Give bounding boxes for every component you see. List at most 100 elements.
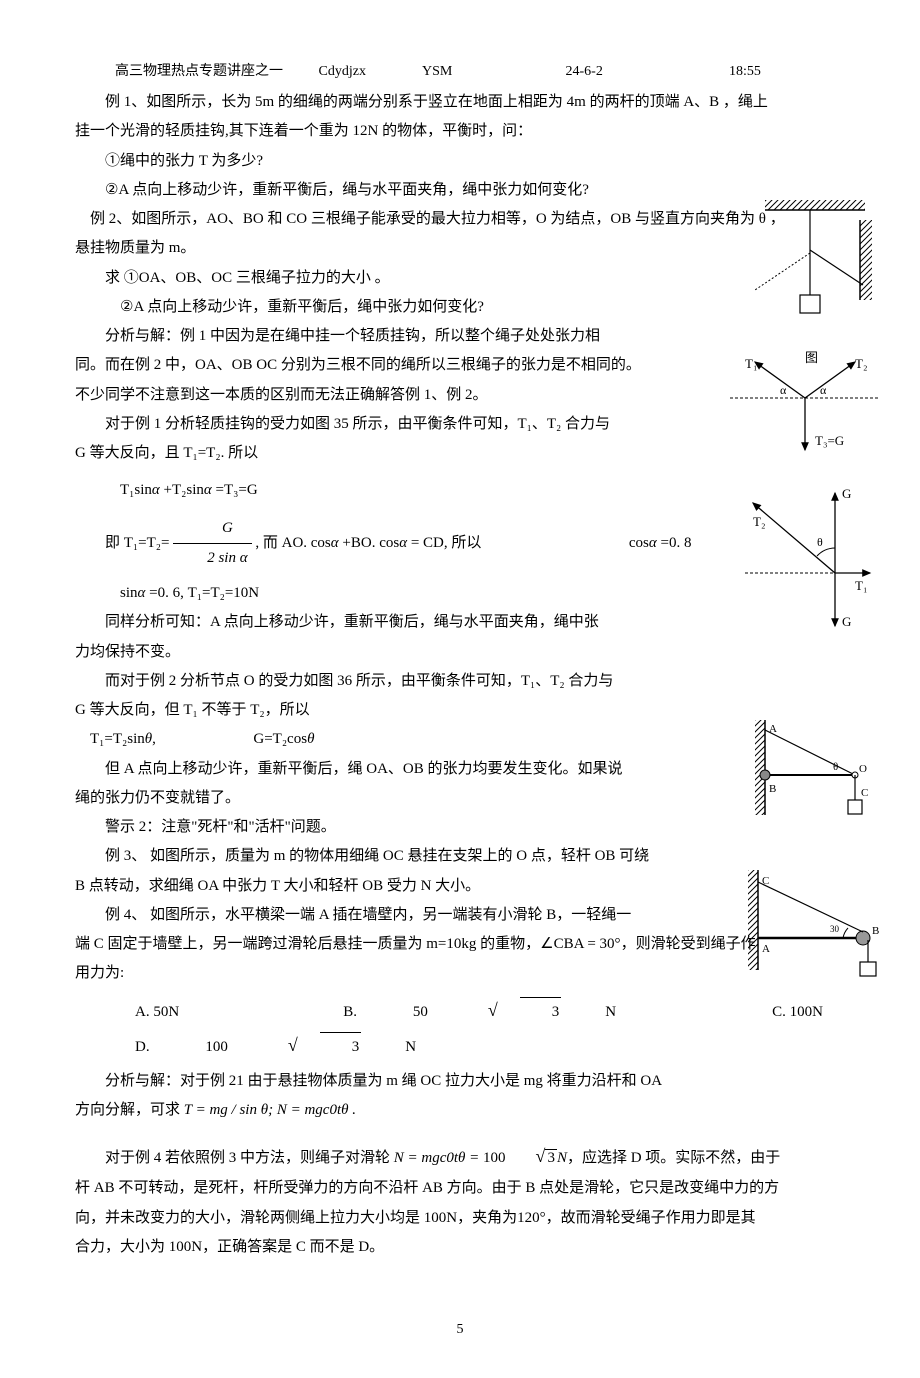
B4-label: B	[872, 925, 879, 937]
header-author: YSM	[422, 64, 562, 80]
ex1-q1: ①绳中的张力 T 为多少?	[75, 147, 845, 176]
ana-l11: 绳的张力仍不变就错了。	[75, 784, 845, 813]
O-label: O	[859, 763, 867, 775]
header-title: 高三物理热点专题讲座之一	[115, 60, 315, 80]
alpha2-label: α	[820, 383, 827, 397]
ex1-q2: ②A 点向上移动少许，重新平衡后，绳与水平面夹角，绳中张力如何变化?	[75, 176, 845, 205]
alpha-4: α	[399, 535, 407, 551]
figure-ex4: C A B 30	[748, 870, 888, 990]
figure-ex3: A B O θ C	[755, 720, 885, 830]
alpha1-label: α	[780, 383, 787, 397]
B-label: B	[769, 783, 776, 795]
eq1-mid: +T₂sin	[160, 482, 204, 498]
eq3-post: =0. 6, T₁=T₂=10N	[145, 585, 259, 601]
ex1-lead: 例 1、如图所示，长为 5m 的细绳的两端分别系于竖立在地面上相距为 4m 的两…	[75, 88, 845, 117]
opt-c: C. 100N	[742, 998, 823, 1027]
ex4-ana5-ang: 120°	[517, 1210, 546, 1226]
frac-den: 2 sin α	[173, 544, 251, 573]
C-label: C	[861, 787, 868, 799]
eq2-mid: , 而 AO. cos	[255, 535, 330, 551]
eq3-pre: sin	[120, 585, 138, 601]
A-label: A	[769, 723, 777, 735]
ex1-line2: 挂一个光滑的轻质挂钩,其下连着一个重为 12N 的物体，平衡时，问：	[75, 117, 845, 146]
opt-b-val: 50√3N	[383, 993, 616, 1028]
alpha-1: α	[152, 482, 160, 498]
opt-d-val: 100√3N	[175, 1028, 416, 1063]
ex4-ana6: 合力，大小为 100N，正确答案是 C 而不是 D。	[75, 1233, 845, 1262]
ex4-ana3-eq: N = mgc0tθ = 100√3N	[394, 1150, 567, 1166]
ex4-line2: 端 C 固定于墙壁上，另一端跨过滑轮后悬挂一质量为 m=10kg 的重物，∠CB…	[75, 930, 845, 959]
ex2-lead: 例 2、如图所示，AO、BO 和 CO 三根绳子能承受的最大拉力相等，O 为结点…	[75, 205, 845, 234]
figure-ex2-setup	[735, 195, 885, 335]
ex4-ana5b: ，故而滑轮受绳子作用力即是其	[546, 1210, 756, 1226]
ex4-ana3b: ，应选择 D 项。实际不然，由于	[567, 1150, 780, 1166]
ang30-label: 30	[830, 924, 840, 934]
ex4-l2a: 端 C 固定于墙壁上，另一端跨过滑轮后悬挂一质量为 m=10kg 的重物，	[75, 936, 540, 952]
ana-l1: 分析与解：例 1 中因为是在绳中挂一个轻质挂钩，所以整个绳子处处张力相	[75, 322, 845, 351]
ana-l9: G 等大反向，但 T₁ 不等于 T₂，所以	[75, 696, 845, 725]
ex2-q1: 求 ①OA、OB、OC 三根绳子拉力的大小 。	[75, 264, 845, 293]
ex4-lead: 例 4、 如图所示，水平横梁一端 A 插在墙壁内，另一端装有小滑轮 B，一轻绳一	[75, 901, 845, 930]
ex3-lead: 例 3、 如图所示，质量为 m 的物体用细绳 OC 悬挂在支架上的 O 点，轻杆…	[75, 842, 845, 871]
eq2-lead: 即 T₁=T₂=	[105, 535, 173, 551]
ex4-ana5: 向，并未改变力的大小，滑轮两侧绳上拉力大小均是 100N，夹角为120°，故而滑…	[75, 1204, 845, 1233]
fraction: G 2 sin α	[173, 514, 251, 574]
opt-b-lbl: B.	[313, 998, 357, 1027]
ana-warn: 警示 2：注意"死杆"和"活杆"问题。	[75, 813, 845, 842]
ex4-line3: 用力为:	[75, 959, 845, 988]
eq2-post: = CD, 所以	[407, 535, 481, 551]
alpha-3: α	[331, 535, 339, 551]
ana-l7: 力均保持不变。	[75, 638, 845, 667]
g-down-label: G	[842, 614, 851, 629]
ex4-ana1: 分析与解：对于例 21 由于悬挂物体质量为 m 绳 OC 拉力大小是 mg 将重…	[75, 1067, 845, 1096]
ex2-q2: ②A 点向上移动少许，重新平衡后，绳中张力如何变化?	[75, 293, 845, 322]
eq4: T₁=T₂sinθ, G=T₂cosθ	[75, 725, 845, 754]
eq2-mid2: +BO. cos	[339, 535, 400, 551]
A4-label: A	[762, 943, 770, 955]
theta-2: θ	[307, 731, 314, 747]
t3g-label: T₃=G	[815, 433, 844, 448]
figure-36: G θ T₂ T₁ G	[725, 478, 885, 638]
opt-d-lbl: D.	[105, 1033, 150, 1062]
eq1-post: =T₃=G	[212, 482, 258, 498]
eq4-a: T₁=T₂sin	[90, 731, 145, 747]
ex4-ana3a: 对于例 4 若依照例 3 中方法，则绳子对滑轮	[105, 1150, 394, 1166]
eq2-right: cos	[629, 535, 649, 551]
page-header: 高三物理热点专题讲座之一 Cdydjzx YSM 24-6-2 18:55	[75, 60, 845, 80]
C4-label: C	[762, 875, 769, 887]
fig35-cap: 图	[805, 350, 818, 365]
t1-label2: T₁	[855, 578, 867, 593]
opt-a: A. 50N	[105, 998, 179, 1027]
t2-label: T₂	[855, 356, 867, 371]
eq4-b: G=T₂cos	[253, 731, 307, 747]
eq1-pre: T₁sin	[120, 482, 152, 498]
opt-d: D. 100√3N	[75, 1028, 438, 1063]
ceiling-hatch	[765, 200, 865, 210]
ex4-ana2-eq: T = mg / sin θ; N = mgc0tθ .	[184, 1102, 356, 1118]
frac-num: G	[173, 514, 251, 544]
header-time: 18:55	[729, 64, 789, 80]
header-code: Cdydjzx	[319, 64, 419, 80]
figure-35: T₁ T₂ α α T₃=G 图	[720, 350, 890, 470]
ana-l10: 但 A 点向上移动少许，重新平衡后，绳 OA、OB 的张力均要发生变化。如果说	[75, 755, 845, 784]
ex4-ana4: 杆 AB 不可转动，是死杆，杆所受弹力的方向不沿杆 AB 方向。由于 B 点处是…	[75, 1174, 845, 1203]
body: 例 1、如图所示，长为 5m 的细绳的两端分别系于竖立在地面上相距为 4m 的两…	[75, 88, 845, 1262]
theta3-label: θ	[833, 761, 838, 773]
angle-cba: ∠CBA = 30°	[540, 936, 620, 952]
ex4-l2b: ，则滑轮受到绳子作	[621, 936, 756, 952]
ex4-ana3: 对于例 4 若依照例 3 中方法，则绳子对滑轮 N = mgc0tθ = 100…	[75, 1139, 845, 1174]
page-number: 5	[75, 1322, 845, 1338]
header-date: 24-6-2	[566, 64, 726, 80]
ex4-ana2: 方向分解，可求 T = mg / sin θ; N = mgc0tθ .	[75, 1096, 845, 1125]
opt-b: B. 50√3N	[283, 993, 638, 1028]
ex4-ana5a: 向，并未改变力的大小，滑轮两侧绳上拉力大小均是 100N，夹角为	[75, 1210, 517, 1226]
ex4-options: A. 50N B. 50√3N C. 100N D. 100√3N	[75, 993, 845, 1063]
eq2-val: =0. 8	[657, 535, 692, 551]
t2-label2: T₂	[753, 514, 765, 529]
ex4-ana2a: 方向分解，可求	[75, 1102, 184, 1118]
t1-label: T₁	[745, 356, 757, 371]
eq4-gap: ,	[152, 731, 156, 747]
theta-label: θ	[817, 535, 823, 549]
ex3-line2: B 点转动，求细绳 OA 中张力 T 大小和轻杆 OB 受力 N 大小。	[75, 872, 845, 901]
page: 高三物理热点专题讲座之一 Cdydjzx YSM 24-6-2 18:55 例 …	[0, 0, 920, 1378]
